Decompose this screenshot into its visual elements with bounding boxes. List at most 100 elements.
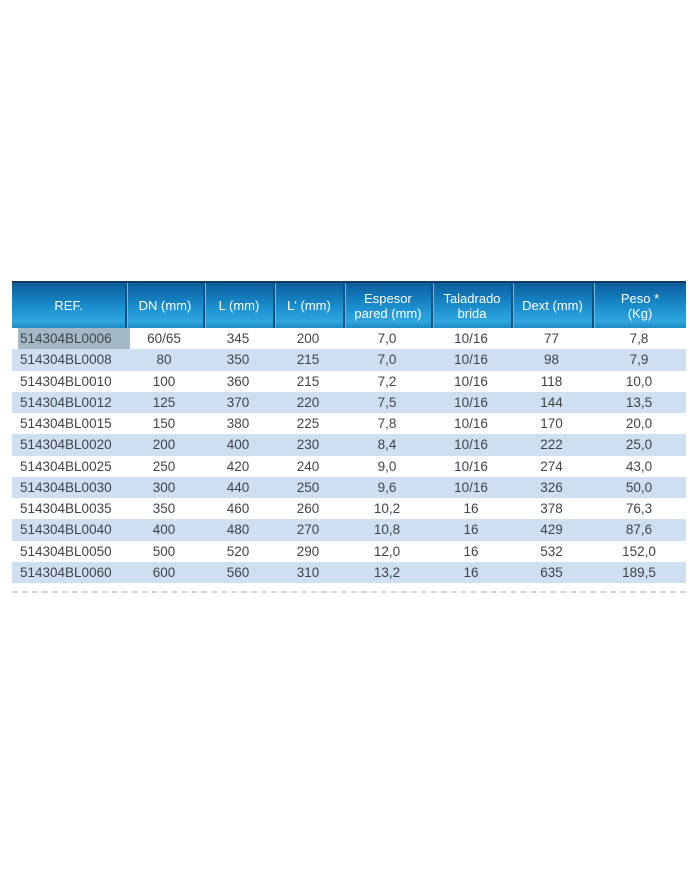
table-cell-peso[interactable]: 189,5 — [622, 564, 656, 580]
table-cell-dext[interactable]: 378 — [540, 501, 563, 517]
table-cell-ref[interactable]: 514304BL0025 — [20, 458, 112, 474]
table-cell-ref[interactable]: 514304BL0008 — [20, 352, 112, 368]
table-cell-ref[interactable]: 514304BL0060 — [20, 564, 112, 580]
table-cell-peso[interactable]: 152,0 — [622, 543, 656, 559]
table-cell-l_prime[interactable]: 240 — [296, 458, 320, 474]
table-cell-peso[interactable]: 7,8 — [629, 331, 649, 347]
table-cell-dext[interactable]: 170 — [540, 416, 563, 432]
table-cell-taladrado_brida[interactable]: 10/16 — [454, 352, 488, 368]
table-cell-dext[interactable]: 326 — [540, 479, 563, 495]
table-cell-l[interactable]: 370 — [226, 394, 250, 410]
table-cell-l_prime[interactable]: 260 — [296, 501, 320, 517]
table-cell-ref[interactable]: 514304BL0035 — [20, 501, 112, 517]
table-cell-l_prime[interactable]: 310 — [296, 564, 320, 580]
table-cell-taladrado_brida[interactable]: 10/16 — [454, 331, 488, 347]
table-cell-taladrado_brida[interactable]: 16 — [463, 522, 479, 538]
table-cell-dext[interactable]: 222 — [540, 437, 563, 453]
table-cell-espesor_pared[interactable]: 9,0 — [377, 458, 397, 474]
table-cell-ref[interactable]: 514304BL0030 — [20, 479, 112, 495]
table-cell-espesor_pared[interactable]: 7,0 — [377, 352, 397, 368]
table-cell-l_prime[interactable]: 215 — [296, 373, 320, 389]
table-cell-ref[interactable]: 514304BL0010 — [20, 373, 112, 389]
table-cell-l[interactable]: 460 — [226, 501, 250, 517]
table-cell-dn[interactable]: 150 — [152, 416, 176, 432]
table-cell-l_prime[interactable]: 270 — [296, 522, 320, 538]
table-cell-taladrado_brida[interactable]: 10/16 — [454, 373, 488, 389]
table-cell-dn[interactable]: 500 — [152, 543, 176, 559]
table-cell-dn[interactable]: 250 — [152, 458, 176, 474]
table-cell-dn[interactable]: 300 — [152, 479, 176, 495]
table-cell-dext[interactable]: 98 — [543, 352, 560, 368]
table-cell-dext[interactable]: 429 — [540, 522, 563, 538]
table-cell-ref[interactable]: 514304BL0012 — [20, 394, 112, 410]
table-cell-peso[interactable]: 10,0 — [625, 373, 653, 389]
table-cell-espesor_pared[interactable]: 7,0 — [377, 331, 397, 347]
table-cell-dn[interactable]: 125 — [152, 394, 176, 410]
table-cell-espesor_pared[interactable]: 8,4 — [377, 437, 397, 453]
table-cell-dn[interactable]: 400 — [152, 522, 176, 538]
table-cell-taladrado_brida[interactable]: 10/16 — [454, 479, 488, 495]
table-cell-taladrado_brida[interactable]: 16 — [463, 501, 479, 517]
table-cell-dn[interactable]: 60/65 — [147, 331, 181, 347]
header-cell-label: Dext (mm) — [522, 298, 583, 313]
table-cell-ref[interactable]: 514304BL0040 — [20, 522, 112, 538]
table-cell-taladrado_brida[interactable]: 10/16 — [454, 416, 488, 432]
table-cell-l_prime[interactable]: 215 — [296, 352, 320, 368]
text-selection-highlight[interactable]: 514304BL0006 — [18, 328, 130, 350]
table-cell-peso[interactable]: 25,0 — [625, 437, 653, 453]
table-cell-dext[interactable]: 532 — [540, 543, 563, 559]
table-cell-l_prime[interactable]: 290 — [296, 543, 320, 559]
table-cell-l_prime[interactable]: 200 — [296, 331, 320, 347]
table-cell-ref[interactable]: 514304BL0050 — [20, 543, 112, 559]
table-cell-l_prime[interactable]: 220 — [296, 394, 320, 410]
table-cell-espesor_pared[interactable]: 9,6 — [377, 479, 397, 495]
table-cell-dext[interactable]: 274 — [540, 458, 563, 474]
table-cell-dext[interactable]: 77 — [543, 331, 560, 347]
table-cell-l[interactable]: 440 — [226, 479, 250, 495]
table-cell-taladrado_brida[interactable]: 16 — [463, 564, 479, 580]
table-cell-peso[interactable]: 7,9 — [629, 352, 649, 368]
table-cell-peso[interactable]: 76,3 — [625, 501, 653, 517]
table-cell-l_prime[interactable]: 230 — [296, 437, 320, 453]
table-cell-peso[interactable]: 87,6 — [625, 522, 653, 538]
table-cell-dn[interactable]: 600 — [152, 564, 176, 580]
table-cell-peso[interactable]: 50,0 — [625, 479, 653, 495]
header-cell-label: Espesor pared (mm) — [354, 290, 422, 321]
table-cell-l[interactable]: 345 — [226, 331, 250, 347]
table-cell-peso[interactable]: 20,0 — [625, 416, 653, 432]
table-cell-taladrado_brida[interactable]: 10/16 — [454, 394, 488, 410]
table-cell-espesor_pared[interactable]: 13,2 — [373, 564, 401, 580]
table-cell-dext[interactable]: 144 — [540, 394, 563, 410]
selected-ref-cell[interactable]: 514304BL0006 — [12, 328, 130, 350]
table-cell-taladrado_brida[interactable]: 10/16 — [454, 437, 488, 453]
table-cell-peso[interactable]: 13,5 — [625, 394, 653, 410]
table-cell-l[interactable]: 350 — [226, 352, 250, 368]
table-cell-peso[interactable]: 43,0 — [625, 458, 653, 474]
table-cell-l[interactable]: 480 — [226, 522, 250, 538]
table-cell-l[interactable]: 520 — [226, 543, 250, 559]
table-cell-taladrado_brida[interactable]: 10/16 — [454, 458, 488, 474]
table-cell-l_prime[interactable]: 250 — [296, 479, 320, 495]
table-cell-dn[interactable]: 350 — [152, 501, 176, 517]
table-cell-espesor_pared[interactable]: 7,5 — [377, 394, 397, 410]
table-cell-dn[interactable]: 100 — [152, 373, 176, 389]
table-cell-espesor_pared[interactable]: 10,8 — [373, 522, 401, 538]
table-row: 514304BL0012 125 370 220 7,5 10/16 144 13,5 — [12, 391, 686, 413]
table-cell-dn[interactable]: 200 — [152, 437, 176, 453]
table-cell-l[interactable]: 420 — [226, 458, 250, 474]
table-cell-taladrado_brida[interactable]: 16 — [463, 543, 479, 559]
table-cell-ref[interactable]: 514304BL0020 — [20, 437, 112, 453]
table-cell-espesor_pared[interactable]: 12,0 — [373, 543, 401, 559]
table-cell-espesor_pared[interactable]: 7,2 — [377, 373, 397, 389]
table-cell-espesor_pared[interactable]: 7,8 — [377, 416, 397, 432]
table-cell-ref[interactable]: 514304BL0015 — [20, 416, 112, 432]
table-cell-dext[interactable]: 635 — [540, 564, 563, 580]
table-cell-espesor_pared[interactable]: 10,2 — [373, 501, 401, 517]
table-cell-l[interactable]: 400 — [226, 437, 250, 453]
table-cell-dext[interactable]: 118 — [540, 373, 563, 389]
table-cell-l[interactable]: 360 — [226, 373, 250, 389]
table-cell-l_prime[interactable]: 225 — [296, 416, 320, 432]
table-cell-l[interactable]: 380 — [226, 416, 250, 432]
table-cell-l[interactable]: 560 — [226, 564, 250, 580]
table-cell-dn[interactable]: 80 — [156, 352, 172, 368]
